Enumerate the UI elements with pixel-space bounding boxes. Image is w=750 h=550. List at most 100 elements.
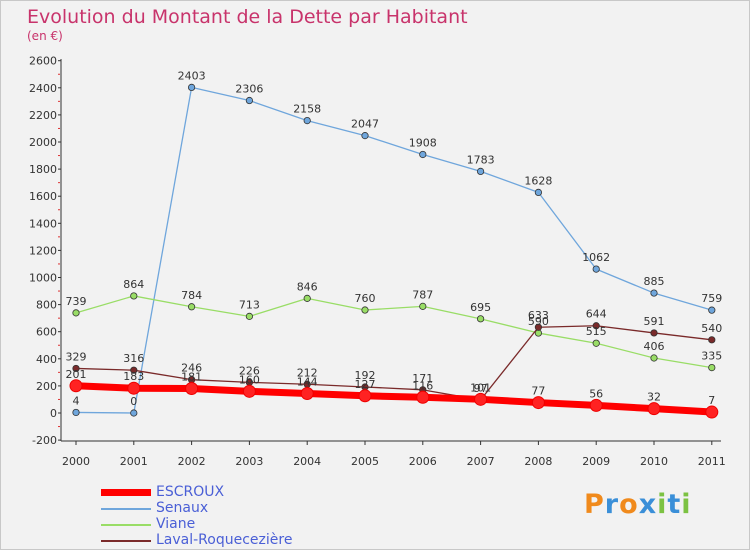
- data-label-Laval-Roquecezière: 212: [297, 366, 318, 379]
- y-tick-label: 400: [36, 353, 57, 366]
- data-label-Senaux: 1783: [467, 153, 495, 166]
- point-Viane: [650, 354, 658, 362]
- x-tick-label: 2006: [409, 455, 437, 468]
- data-label-Laval-Roquecezière: 171: [412, 372, 433, 385]
- y-tick-label: 600: [36, 326, 57, 339]
- data-label-ESCROUX: 160: [239, 373, 260, 386]
- point-Laval-Roquecezière: [650, 329, 658, 337]
- point-Senaux: [72, 408, 80, 417]
- data-label-Senaux: 1908: [409, 136, 437, 149]
- legend-item: ESCROUX: [101, 484, 351, 501]
- data-label-Senaux: 1062: [582, 251, 610, 264]
- data-label-Senaux: 2158: [293, 103, 321, 116]
- data-label-Viane: 335: [701, 350, 722, 363]
- point-ESCROUX: [242, 384, 256, 398]
- series-line-ESCROUX: [72, 382, 716, 416]
- point-ESCROUX: [647, 402, 661, 416]
- data-label-Laval-Roquecezière: 226: [239, 364, 260, 377]
- point-Viane: [130, 292, 138, 300]
- data-label-Laval-Roquecezière: 246: [181, 362, 202, 375]
- logo-letter: i: [657, 489, 668, 520]
- x-tick-label: 2004: [293, 455, 321, 468]
- data-label-Viane: 760: [355, 292, 376, 305]
- logo-letter: i: [681, 489, 692, 520]
- y-tick-label: 1600: [29, 190, 57, 203]
- x-tick-label: 2010: [640, 455, 668, 468]
- point-Viane: [476, 315, 485, 323]
- data-label-Viane: 515: [586, 325, 607, 338]
- y-tick-label: 2400: [29, 82, 57, 95]
- data-label-Viane: 787: [412, 288, 433, 301]
- point-ESCROUX: [531, 396, 545, 410]
- logo-letter: o: [619, 489, 639, 520]
- data-label-Laval-Roquecezière: 540: [701, 322, 722, 335]
- series-line-Senaux: [75, 86, 713, 414]
- data-label-Viane: 846: [297, 280, 318, 293]
- data-label-ESCROUX: 127: [355, 378, 376, 391]
- point-Viane: [303, 294, 311, 302]
- legend-item: Senaux: [101, 500, 351, 517]
- point-ESCROUX: [127, 381, 141, 395]
- data-label-Senaux: 0: [130, 395, 137, 408]
- data-label-Senaux: 2306: [235, 83, 263, 96]
- data-label-Viane: 864: [123, 278, 144, 291]
- data-label-Laval-Roquecezière: 591: [644, 315, 665, 328]
- x-tick-label: 2000: [62, 455, 90, 468]
- point-Senaux: [592, 265, 600, 273]
- point-Viane: [245, 312, 253, 320]
- proxiti-logo: Proxiti: [584, 489, 692, 520]
- legend-label: ESCROUX: [156, 484, 225, 500]
- legend: ESCROUX Senaux Viane Laval-Roquecezière: [101, 484, 351, 549]
- data-label-Laval-Roquecezière: 644: [586, 308, 607, 321]
- data-label-ESCROUX: 116: [412, 379, 433, 392]
- data-label-Laval-Roquecezière: 329: [66, 350, 87, 363]
- point-Senaux: [419, 150, 427, 159]
- point-Laval-Roquecezière: [592, 322, 600, 330]
- x-tick-label: 2001: [120, 455, 148, 468]
- series-line-Laval-Roquecezière: [75, 325, 713, 401]
- data-label-Viane: 739: [66, 295, 87, 308]
- logo-letter: x: [638, 489, 658, 520]
- data-label-Senaux: 2403: [178, 69, 206, 82]
- y-tick-label: 2200: [29, 109, 57, 122]
- point-ESCROUX: [358, 389, 372, 403]
- logo-letter: t: [667, 489, 682, 520]
- point-Laval-Roquecezière: [72, 364, 80, 373]
- chart-unit: (en €): [27, 29, 63, 43]
- data-label-ESCROUX: 101: [470, 381, 491, 394]
- data-label-ESCROUX: 183: [123, 370, 144, 383]
- legend-label: Viane: [156, 516, 196, 532]
- legend-item: Viane: [101, 516, 351, 533]
- logo-letter: r: [604, 489, 620, 520]
- x-tick-label: 2011: [698, 455, 726, 468]
- point-Senaux: [303, 116, 311, 125]
- data-label-ESCROUX: 77: [531, 385, 545, 398]
- point-ESCROUX: [185, 381, 199, 395]
- point-ESCROUX: [589, 398, 603, 412]
- data-label-Viane: 406: [644, 340, 665, 353]
- point-Senaux: [245, 96, 253, 105]
- y-tick-label: 2000: [29, 136, 57, 149]
- y-tick-label: 1000: [29, 272, 57, 285]
- x-tick-label: 2005: [351, 455, 379, 468]
- point-ESCROUX: [705, 405, 719, 419]
- series-line-Viane: [75, 295, 713, 369]
- legend-swatch: [101, 524, 151, 526]
- x-tick-label: 2008: [524, 455, 552, 468]
- point-Senaux: [361, 132, 369, 140]
- chart-title: Evolution du Montant de la Dette par Hab…: [27, 6, 468, 28]
- data-label-Senaux: 759: [701, 292, 722, 305]
- point-Viane: [592, 339, 600, 347]
- point-Senaux: [650, 289, 658, 297]
- data-label-ESCROUX: 181: [181, 370, 202, 383]
- legend-swatch: [101, 540, 151, 542]
- data-label-Senaux: 2047: [351, 118, 379, 131]
- legend-label: Laval-Roquecezière: [156, 532, 293, 548]
- data-label-ESCROUX: 56: [589, 387, 603, 400]
- data-label-Laval-Roquecezière: 97: [474, 382, 488, 395]
- data-label-Laval-Roquecezière: 316: [123, 352, 144, 365]
- data-label-ESCROUX: 201: [66, 368, 87, 381]
- legend-label: Senaux: [156, 500, 209, 516]
